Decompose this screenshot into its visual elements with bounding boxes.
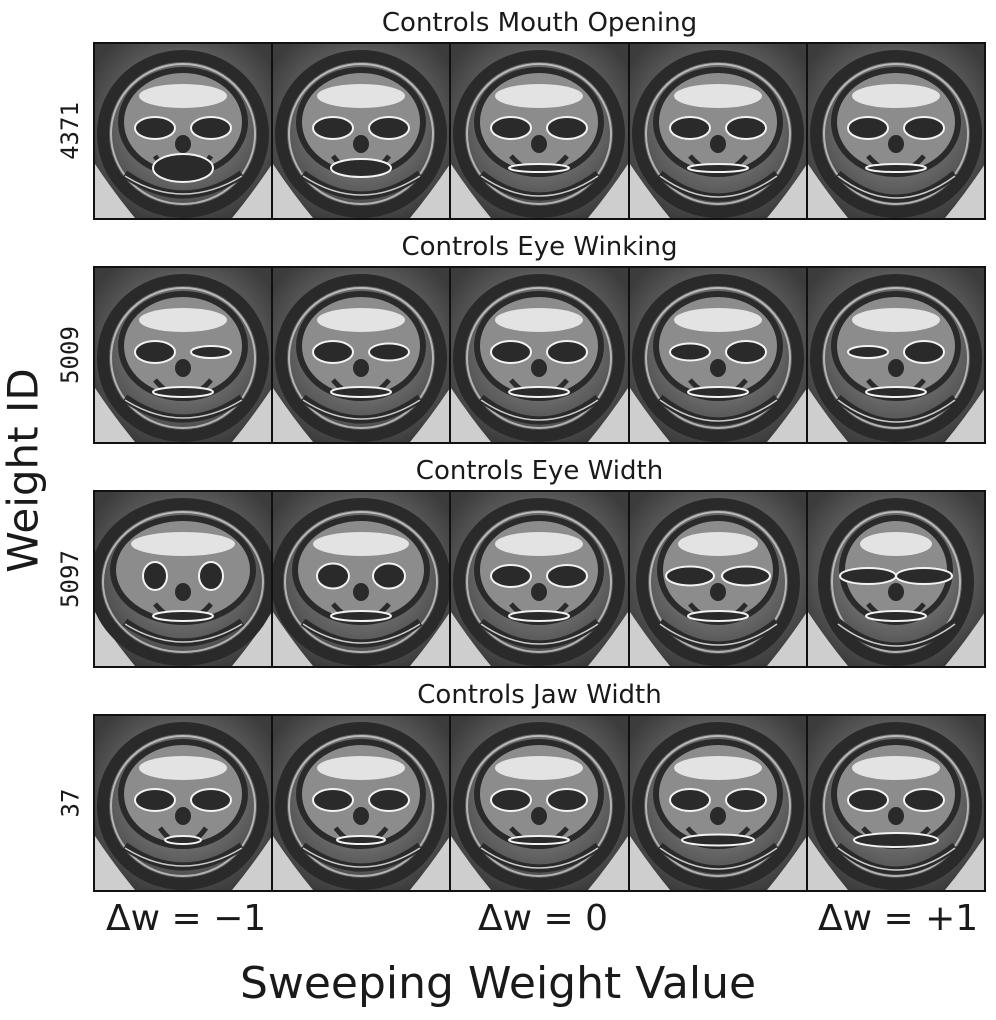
sweep-label-plus: Δw = +1 bbox=[818, 898, 979, 939]
row-title: Controls Eye Width bbox=[415, 456, 664, 486]
sweep-label-minus: Δw = −1 bbox=[106, 898, 267, 939]
skull-panel bbox=[93, 266, 274, 444]
skull-panel bbox=[805, 714, 987, 892]
weight-id-text: 5097 bbox=[56, 550, 85, 608]
row-title: Controls Jaw Width bbox=[417, 680, 662, 710]
skull-panel bbox=[271, 42, 452, 220]
skull-panel bbox=[449, 490, 630, 668]
sweep-strip bbox=[93, 490, 987, 668]
weight-id-label: 4371 bbox=[52, 42, 88, 220]
row-title: Controls Mouth Opening bbox=[381, 8, 698, 38]
weight-id-label: 37 bbox=[52, 714, 88, 892]
skull-panel bbox=[93, 490, 274, 668]
skull-panel bbox=[805, 42, 987, 220]
weight-id-label: 5009 bbox=[52, 266, 88, 444]
sweep-strip bbox=[93, 42, 987, 220]
x-axis-title: Sweeping Weight Value bbox=[239, 958, 757, 1009]
skull-panel bbox=[805, 266, 987, 444]
skull-panel bbox=[271, 266, 452, 444]
row-title: Controls Eye Winking bbox=[401, 232, 678, 262]
skull-panel bbox=[627, 266, 808, 444]
skull-panel bbox=[449, 714, 630, 892]
skull-panel bbox=[627, 42, 808, 220]
skull-panel bbox=[449, 266, 630, 444]
skull-panel bbox=[93, 714, 274, 892]
skull-panel bbox=[93, 42, 274, 220]
sweep-strip bbox=[93, 714, 987, 892]
skull-panel bbox=[805, 490, 987, 668]
sweep-label-zero: Δw = 0 bbox=[478, 898, 609, 939]
skull-panel bbox=[271, 714, 452, 892]
weight-id-label: 5097 bbox=[52, 490, 88, 668]
weight-id-text: 37 bbox=[56, 788, 84, 818]
skull-panel bbox=[627, 714, 808, 892]
y-axis-title: Weight ID bbox=[0, 300, 48, 640]
skull-panel bbox=[627, 490, 808, 668]
skull-panel bbox=[449, 42, 630, 220]
weight-id-text: 4371 bbox=[56, 102, 85, 160]
weight-id-text: 5009 bbox=[56, 326, 85, 384]
sweep-strip bbox=[93, 266, 987, 444]
y-axis-title-text: Weight ID bbox=[0, 367, 48, 573]
skull-panel bbox=[271, 490, 452, 668]
